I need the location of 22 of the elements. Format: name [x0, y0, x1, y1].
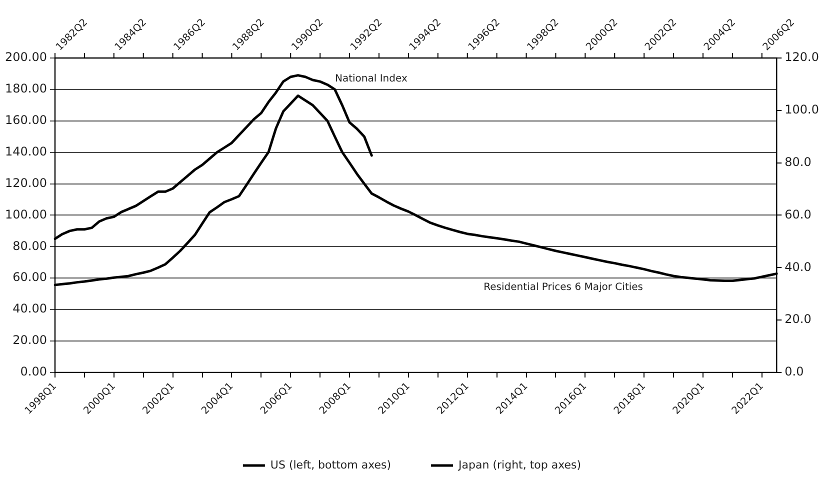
y-tick-label: 200.00 [4, 50, 47, 64]
y-tick-label: 160.00 [4, 113, 47, 128]
y2-tick-label: 0.0 [784, 364, 804, 379]
y-tick-label: 0.00 [20, 364, 47, 379]
y-tick-label: 80.00 [12, 238, 47, 253]
y2-tick-label: 40.0 [784, 260, 812, 274]
y2-tick-label: 120.0 [784, 50, 820, 64]
legend-label: US (left, bottom axes) [270, 458, 392, 472]
y-tick-label: 100.00 [4, 207, 47, 222]
y-tick-label: 40.00 [12, 302, 47, 316]
y2-tick-label: 20.0 [784, 312, 812, 326]
y2-tick-label: 100.0 [784, 102, 820, 117]
y-tick-label: 20.00 [12, 333, 47, 348]
y2-tick-label: 60.0 [784, 207, 812, 222]
annotation: Residential Prices 6 Major Cities [484, 282, 644, 294]
legend-label: Japan (right, top axes) [458, 458, 582, 472]
y-tick-label: 140.00 [4, 144, 47, 158]
y-tick-label: 120.00 [4, 176, 47, 190]
y2-tick-label: 80.0 [784, 154, 812, 169]
y-tick-label: 180.00 [4, 82, 47, 96]
y-tick-label: 60.00 [12, 270, 47, 284]
annotation: National Index [334, 73, 408, 84]
